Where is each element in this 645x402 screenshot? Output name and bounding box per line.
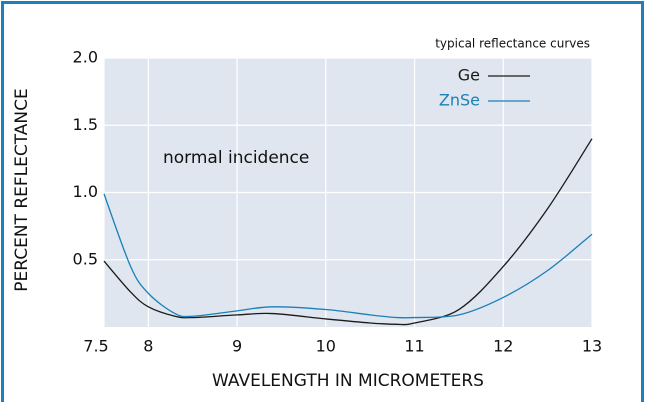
x-tick-label: 12 xyxy=(493,337,513,356)
x-tick-label: 8 xyxy=(143,337,153,356)
y-tick-label: 0.5 xyxy=(73,249,98,268)
x-axis-label: WAVELENGTH IN MICROMETERS xyxy=(212,371,484,391)
y-tick-label: 1.5 xyxy=(73,115,98,134)
y-axis-label: PERCENT REFLECTANCE xyxy=(12,88,32,292)
x-tick-label: 11 xyxy=(404,337,424,356)
x-tick-label: 10 xyxy=(316,337,336,356)
legend-label: Ge xyxy=(458,66,480,85)
x-tick-label: 9 xyxy=(232,337,242,356)
legend-label: ZnSe xyxy=(439,91,480,110)
data-line xyxy=(103,193,593,319)
annotation: normal incidence xyxy=(163,148,309,168)
subtitle: typical reflectance curves xyxy=(435,37,590,51)
y-tick-label: 2.0 xyxy=(73,48,98,67)
x-tick-label: 7.5 xyxy=(83,337,108,356)
y-tick-label: 1.0 xyxy=(73,182,98,201)
data-line xyxy=(103,138,593,326)
x-tick-label: 13 xyxy=(582,337,602,356)
